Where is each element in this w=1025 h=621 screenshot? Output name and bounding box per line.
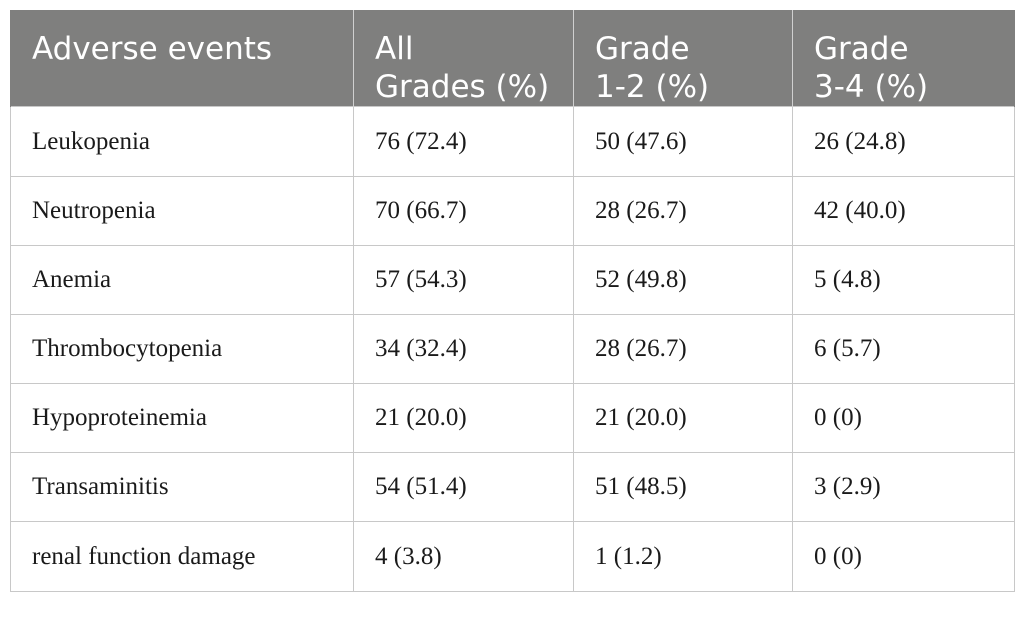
table-row: renal function damage 4 (3.8) 1 (1.2) 0 … [10, 521, 1015, 592]
header-grade-1-2-line-1: Grade [595, 31, 690, 67]
cell-grade-1-2: 51 (48.5) [573, 452, 793, 522]
cell-adverse-event: Anemia [10, 245, 354, 315]
table-row: Hypoproteinemia 21 (20.0) 21 (20.0) 0 (0… [10, 383, 1015, 453]
table-header: Adverse events All Grades (%) Grade 1-2 … [10, 10, 1015, 107]
cell-grade-1-2: 52 (49.8) [573, 245, 793, 315]
cell-all-grades: 21 (20.0) [353, 383, 574, 453]
cell-grade-1-2: 28 (26.7) [573, 176, 793, 246]
adverse-events-table-container: Adverse events All Grades (%) Grade 1-2 … [10, 10, 1015, 592]
cell-adverse-event: Leukopenia [10, 106, 354, 177]
cell-all-grades: 34 (32.4) [353, 314, 574, 384]
adverse-events-table: Adverse events All Grades (%) Grade 1-2 … [10, 10, 1015, 592]
header-row: Adverse events All Grades (%) Grade 1-2 … [10, 10, 1015, 107]
header-grade-1-2: Grade 1-2 (%) [573, 10, 793, 107]
cell-grade-3-4: 5 (4.8) [792, 245, 1015, 315]
header-grade-3-4-line-2: 3-4 (%) [814, 69, 929, 105]
cell-grade-3-4: 26 (24.8) [792, 106, 1015, 177]
header-grade-1-2-line-2: 1-2 (%) [595, 69, 710, 105]
cell-all-grades: 57 (54.3) [353, 245, 574, 315]
cell-all-grades: 76 (72.4) [353, 106, 574, 177]
table-row: Leukopenia 76 (72.4) 50 (47.6) 26 (24.8) [10, 106, 1015, 177]
cell-all-grades: 4 (3.8) [353, 521, 574, 592]
cell-grade-3-4: 0 (0) [792, 521, 1015, 592]
header-adverse-events: Adverse events [10, 10, 354, 107]
cell-grade-3-4: 6 (5.7) [792, 314, 1015, 384]
cell-grade-1-2: 28 (26.7) [573, 314, 793, 384]
cell-all-grades: 70 (66.7) [353, 176, 574, 246]
table-row: Anemia 57 (54.3) 52 (49.8) 5 (4.8) [10, 245, 1015, 315]
header-adverse-events-line-1: Adverse events [32, 31, 273, 67]
cell-adverse-event: Transaminitis [10, 452, 354, 522]
header-all-grades-line-1: All [375, 31, 414, 67]
cell-adverse-event: renal function damage [10, 521, 354, 592]
header-grade-3-4: Grade 3-4 (%) [792, 10, 1015, 107]
header-all-grades: All Grades (%) [353, 10, 574, 107]
cell-grade-3-4: 0 (0) [792, 383, 1015, 453]
cell-all-grades: 54 (51.4) [353, 452, 574, 522]
cell-adverse-event: Hypoproteinemia [10, 383, 354, 453]
cell-adverse-event: Thrombocytopenia [10, 314, 354, 384]
header-grade-3-4-line-1: Grade [814, 31, 909, 67]
table-row: Thrombocytopenia 34 (32.4) 28 (26.7) 6 (… [10, 314, 1015, 384]
cell-grade-1-2: 50 (47.6) [573, 106, 793, 177]
cell-grade-3-4: 3 (2.9) [792, 452, 1015, 522]
cell-grade-1-2: 1 (1.2) [573, 521, 793, 592]
cell-grade-3-4: 42 (40.0) [792, 176, 1015, 246]
table-body: Leukopenia 76 (72.4) 50 (47.6) 26 (24.8)… [10, 106, 1015, 592]
header-all-grades-line-2: Grades (%) [375, 69, 550, 105]
table-row: Transaminitis 54 (51.4) 51 (48.5) 3 (2.9… [10, 452, 1015, 522]
table-row: Neutropenia 70 (66.7) 28 (26.7) 42 (40.0… [10, 176, 1015, 246]
cell-adverse-event: Neutropenia [10, 176, 354, 246]
cell-grade-1-2: 21 (20.0) [573, 383, 793, 453]
